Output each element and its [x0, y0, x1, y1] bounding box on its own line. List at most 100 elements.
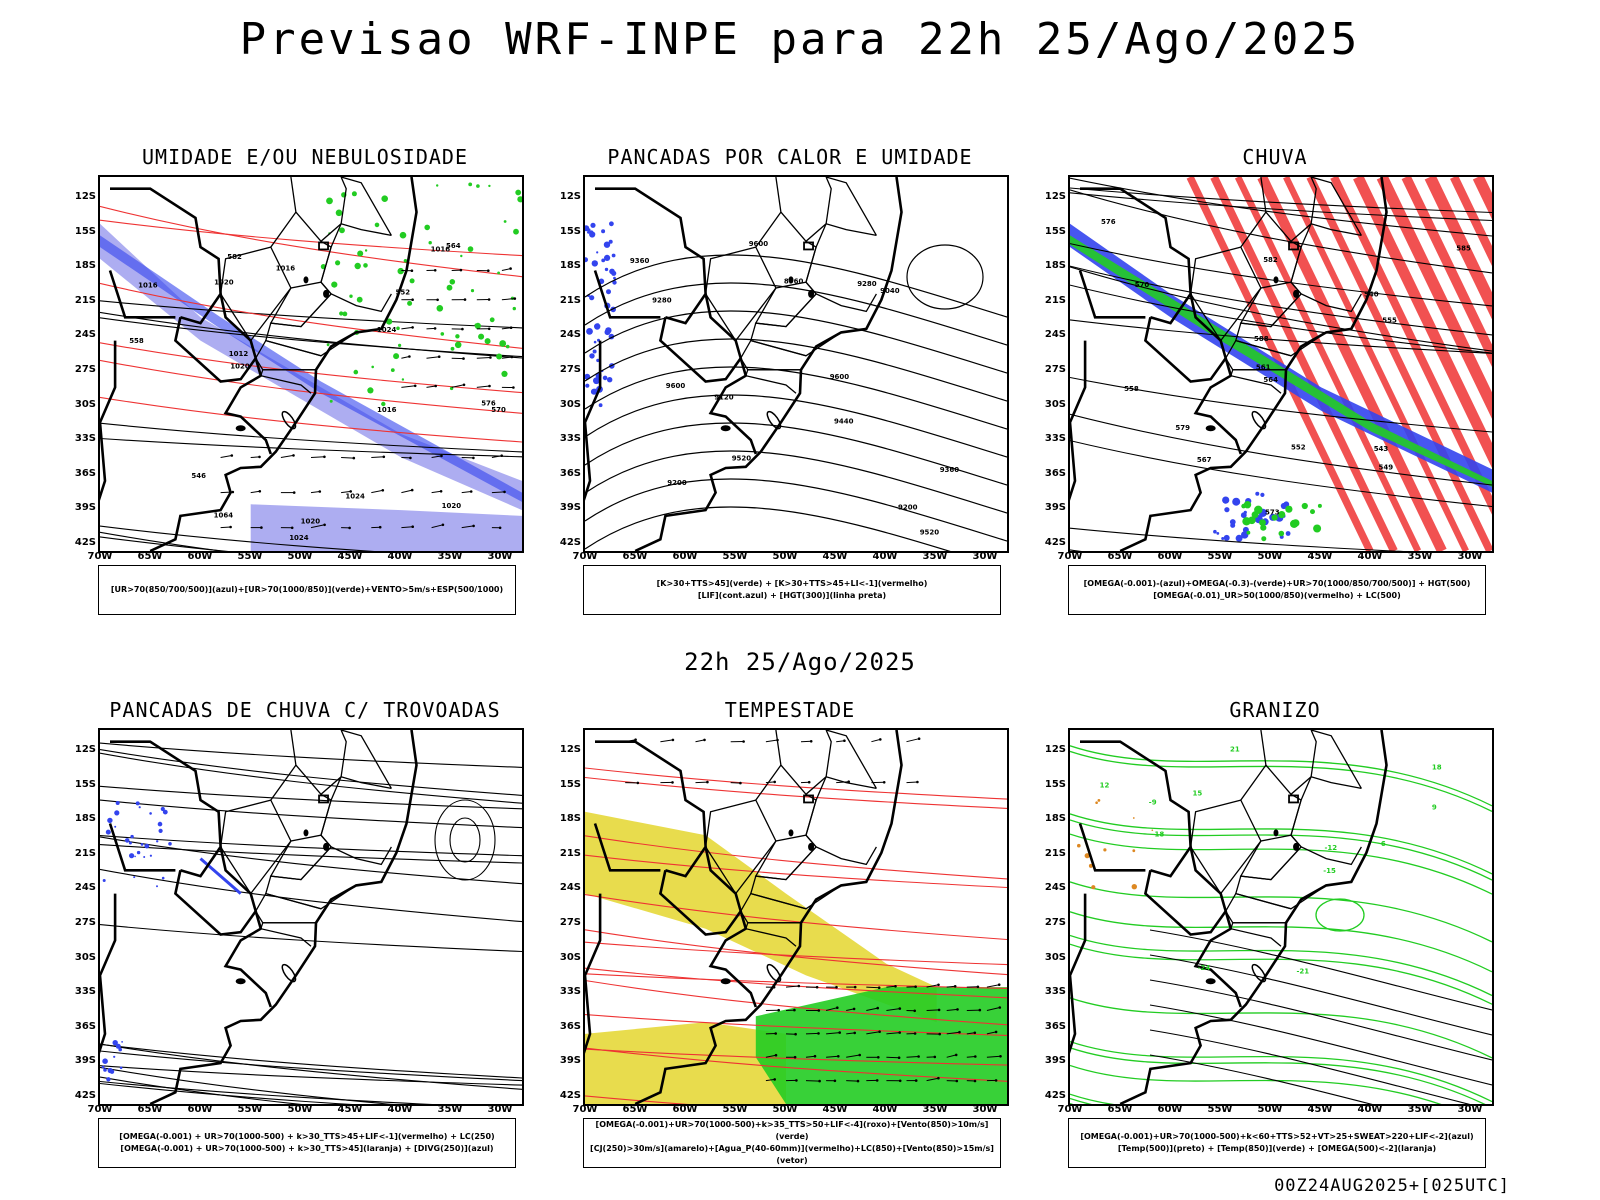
streamline: [1070, 284, 1492, 354]
wind-vector-head: [489, 356, 492, 359]
streamline: [1070, 413, 1492, 486]
lat-tick-label: 15S: [559, 225, 581, 237]
wind-vector: [501, 298, 515, 301]
wind-vector-head: [933, 1055, 937, 1059]
omega-blue-area: [1285, 531, 1291, 536]
lake: [303, 829, 309, 837]
lat-tick-label: 36S: [559, 467, 581, 479]
panel-title: UMIDADE E/OU NEBULOSIDADE: [141, 145, 469, 169]
streamline: [100, 300, 522, 329]
wind-vector: [906, 1056, 919, 1058]
lon-tick-label: 40W: [872, 551, 898, 562]
wind-vector: [310, 491, 320, 494]
contour-label: 552: [1291, 443, 1306, 451]
humidity-green-area: [501, 370, 508, 377]
lat-tick-label: 24S: [74, 329, 96, 341]
wind-vector: [426, 327, 436, 330]
lon-tick-label: 70W: [87, 1104, 113, 1115]
wind-vector-head: [914, 985, 917, 988]
wind-vector-head: [833, 1079, 837, 1083]
divg-blue-area: [143, 856, 146, 858]
lat-tick-label: 18S: [1044, 813, 1066, 825]
country-border: [1189, 293, 1243, 455]
country-border: [173, 870, 257, 936]
omega500-orange-area: [1132, 817, 1135, 819]
wind-vector-head: [794, 1032, 797, 1036]
lat-tick-label: 21S: [74, 294, 96, 306]
divg-blue-area: [128, 841, 132, 845]
wind-vector: [401, 326, 413, 330]
wind-vector-head: [292, 491, 296, 494]
lat-tick-label: 33S: [74, 986, 96, 998]
contour-label: 582: [227, 253, 242, 261]
federal-district: [803, 794, 814, 804]
humidity-green-area: [403, 259, 408, 263]
state-border: [825, 730, 877, 789]
country-border: [219, 293, 273, 455]
wind-vector: [826, 1055, 839, 1058]
humidity-green-area: [468, 182, 473, 187]
coastline: [634, 730, 903, 1104]
temp850-contour: [1070, 1064, 1442, 1104]
country-border: [1143, 870, 1227, 936]
wind-vector-head: [472, 524, 475, 528]
wind-vector: [660, 739, 673, 743]
humidity-green-area: [390, 368, 395, 372]
lon-tick-label: 30W: [972, 551, 998, 562]
humidity-green-area: [326, 343, 330, 347]
lon-tick-label: 50W: [772, 551, 798, 562]
lat-tick-label: 21S: [559, 294, 581, 306]
state-border: [805, 776, 877, 866]
lif-blue-area: [587, 230, 590, 234]
lon-tick-label: 45W: [822, 551, 848, 562]
lon-tick-label: 70W: [572, 551, 598, 562]
wind-vector-head: [877, 986, 881, 989]
lat-tick-label: 42S: [1044, 1090, 1066, 1101]
wind-vector-head: [671, 738, 675, 742]
lat-tick-label: 15S: [74, 778, 96, 790]
wind-vector-head: [976, 985, 980, 989]
streamline: [100, 342, 522, 394]
lat-tick-label: 12S: [74, 191, 96, 202]
state-border: [320, 223, 392, 313]
humidity-green-area: [326, 197, 333, 205]
lon-tick-label: 65W: [1107, 551, 1133, 562]
contour-label: 558: [1124, 385, 1139, 393]
streamline: [100, 205, 522, 278]
temp850-contour: [1070, 819, 1492, 881]
contour-label: 576: [1101, 218, 1116, 226]
lat-tick-label: 27S: [1044, 364, 1066, 375]
divg-blue-area: [115, 801, 120, 805]
state-border: [259, 369, 316, 394]
divg-blue-area: [129, 853, 135, 859]
temp850-contour: [1070, 911, 1492, 973]
humidity-green-area: [436, 305, 444, 312]
legend-line-2: [Temp(500)](preto) + [Temp(850)](verde) …: [1117, 1144, 1437, 1153]
coastline: [634, 177, 903, 551]
humidity-green-area: [470, 289, 475, 293]
contour-label: -24: [1198, 964, 1211, 972]
panel-tempestade: TEMPESTADE [OMEGA(-0.001)+UR>70(1000-500…: [555, 698, 1025, 1188]
country-border: [100, 893, 117, 1054]
legend-line-1: [OMEGA(-0.001) + UR>70(1000-500) + k>30_…: [119, 1132, 495, 1141]
streamline: [1070, 440, 1492, 508]
lake: [1205, 425, 1216, 432]
contour-label: 9600: [666, 382, 686, 390]
divg-blue-area: [112, 1040, 118, 1046]
jet-yellow-band-south: [585, 1022, 786, 1104]
humidity-green-area: [517, 196, 522, 203]
hgt300-contour: [585, 254, 1007, 318]
streamline: [1070, 376, 1492, 433]
lon-tick-label: 50W: [287, 1104, 313, 1115]
rain-red-band: [1376, 177, 1492, 419]
wind-vector: [501, 268, 511, 271]
streamline: [100, 1065, 522, 1086]
streamline: [585, 1047, 1007, 1082]
wind-vector-head: [500, 454, 504, 458]
wind-vector: [926, 1077, 939, 1082]
omega-blue-area: [1213, 529, 1217, 534]
country-border: [1070, 893, 1087, 1054]
state-border: [340, 730, 392, 789]
wind-vector-head: [877, 1056, 880, 1059]
wind-vector: [966, 1056, 976, 1058]
